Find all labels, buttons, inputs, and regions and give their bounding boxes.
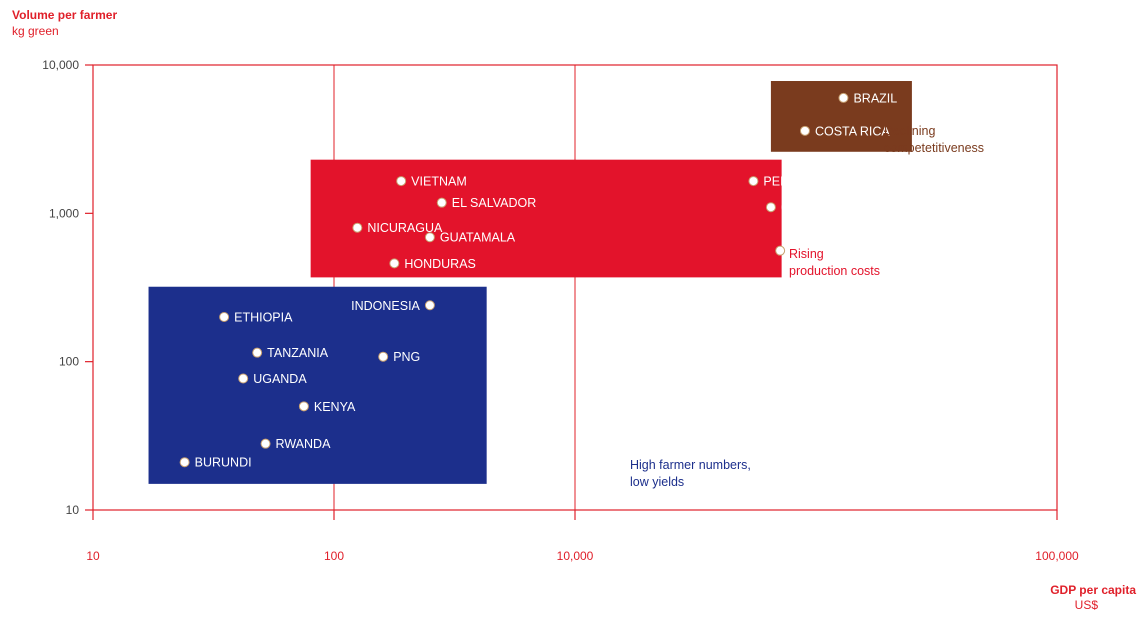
declining-group-box [770,81,912,152]
declining-annotation-line-2: competetitiveness [884,141,985,155]
point-ethiopia [219,312,230,323]
high-annotation-line-2: low yields [630,475,685,489]
point-label-nicuragua: NICURAGUA [367,221,443,235]
rising-annotation-line-1: Rising [789,247,824,261]
y-tick-label-2: 1,000 [49,206,79,220]
declining-annotation: Declining competetitiveness [884,123,984,157]
y-axis-title: Volume per farmer [12,8,118,22]
point-uganda [238,373,249,384]
point-kenya [298,401,309,412]
high-group-box [148,286,487,484]
point-label-png: PNG [393,350,420,364]
point-rwanda [260,438,271,449]
rising-group-box [310,159,782,278]
y-tick-label-3: 10,000 [42,58,79,72]
point-colombia [765,202,776,213]
x-tick-label-0: 10 [86,549,100,563]
declining-annotation-line-1: Declining [884,124,936,138]
point-label-indonesia: INDONESIA [351,299,420,313]
rising-annotation-line-2: production costs [789,264,881,278]
point-peru [748,176,759,187]
point-label-honduras: HONDURAS [404,257,476,271]
point-costa-rica [799,125,810,136]
point-brazil [838,92,849,103]
point-honduras [389,258,400,269]
point-label-tanzania: TANZANIA [267,346,329,360]
point-label-ethiopia: ETHIOPIA [234,311,293,325]
x-axis-unit: US$ [1074,598,1098,612]
point-label-peru: PERU [763,175,798,189]
y-tick-label-1: 100 [59,355,79,369]
point-label-brazil: BRAZIL [853,91,897,105]
point-label-mexico: MEXICO [790,244,840,258]
point-label-costa-rica: COSTA RICA [815,124,890,138]
point-indonesia [424,300,435,311]
rising-annotation: Rising production costs [789,246,880,280]
point-label-uganda: UGANDA [253,372,307,386]
x-tick-label-1: 100 [324,549,344,563]
high-annotation: High farmer numbers, low yields [630,457,751,491]
point-label-vietnam: VIETNAM [411,175,467,189]
point-nicuragua [352,222,363,233]
point-el-salvador [436,197,447,208]
y-axis-unit: kg green [12,24,59,38]
x-tick-label-2: 10,000 [557,549,594,563]
point-label-burundi: BURUNDI [195,456,252,470]
point-label-el-salvador: EL SALVADOR [452,196,537,210]
point-vietnam [396,176,407,187]
point-mexico [775,245,786,256]
point-guatamala [424,232,435,243]
point-label-colombia: COLOMBIA [781,201,848,215]
x-tick-label-3: 100,000 [1035,549,1079,563]
point-label-rwanda: RWANDA [276,437,332,451]
y-tick-label-0: 10 [66,503,80,517]
point-png [378,351,389,362]
point-label-kenya: KENYA [314,400,356,414]
point-burundi [179,457,190,468]
point-label-guatamala: GUATAMALA [440,231,516,245]
point-tanzania [252,347,263,358]
high-annotation-line-1: High farmer numbers, [630,458,751,472]
x-axis-title: GDP per capita [1050,583,1136,597]
